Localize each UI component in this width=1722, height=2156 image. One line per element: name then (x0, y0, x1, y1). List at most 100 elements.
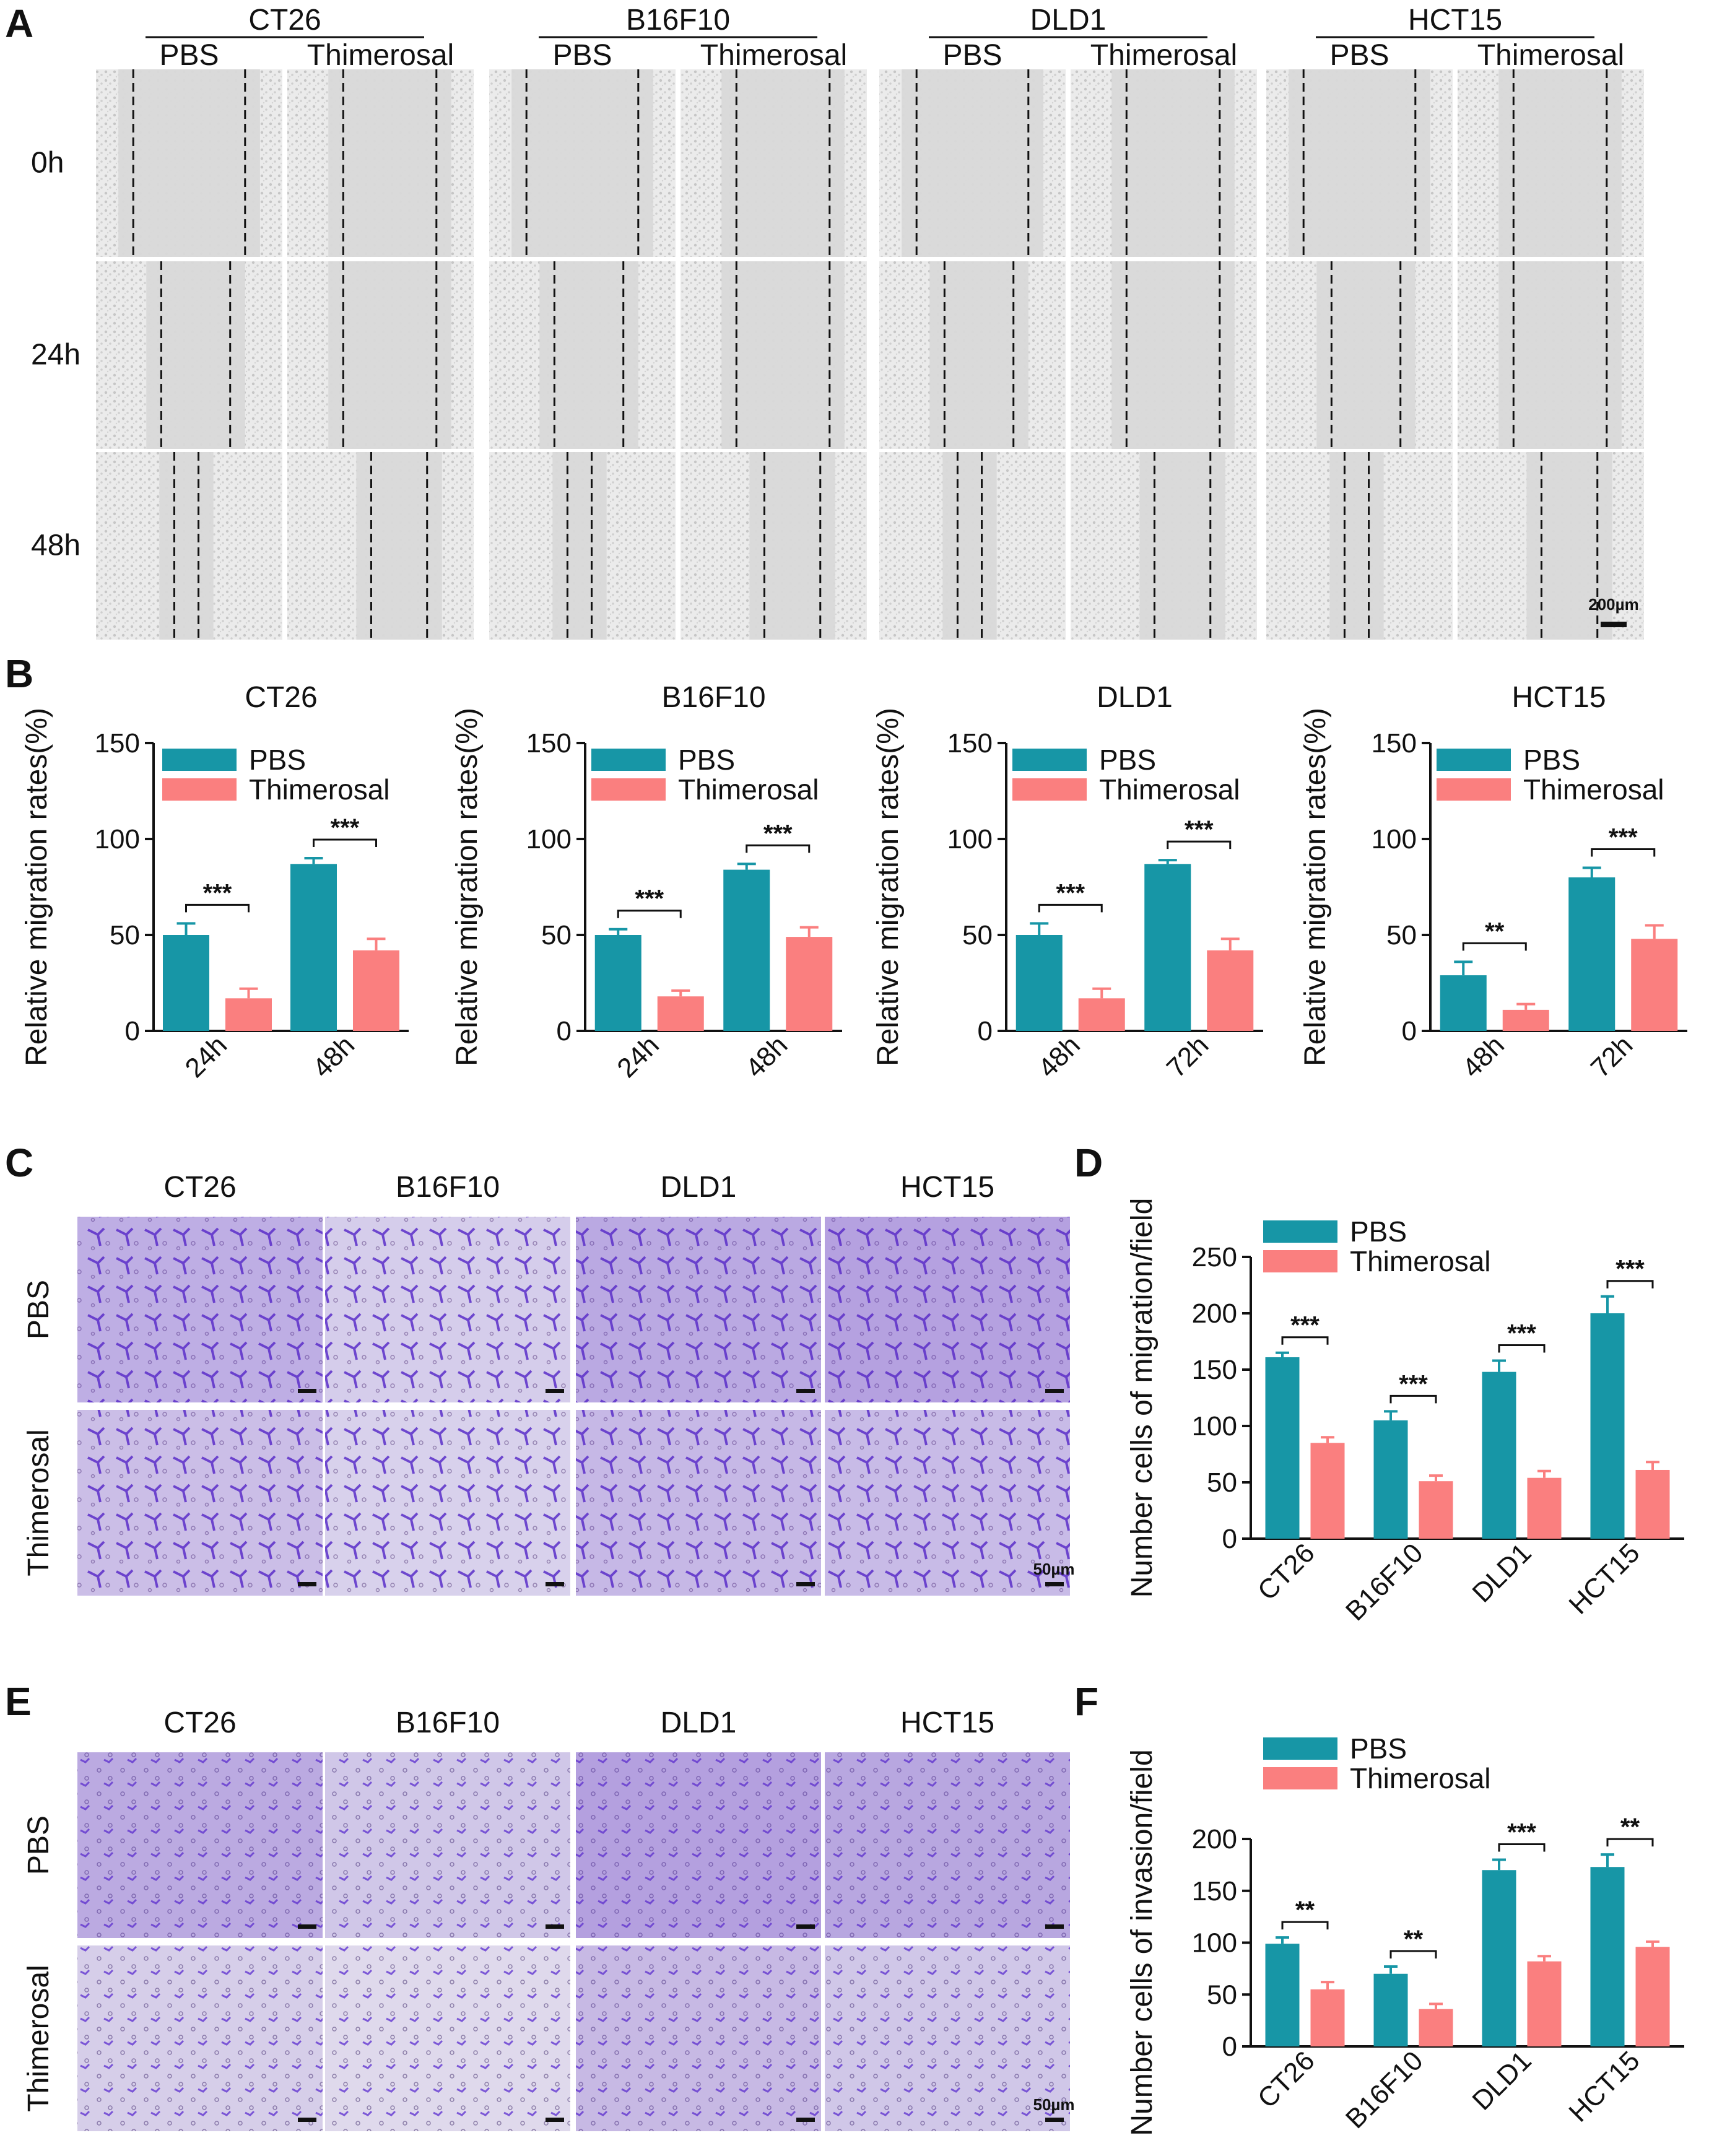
significance-label: ** (1404, 1926, 1424, 1953)
significance-bracket (313, 838, 377, 847)
wound-gap-area (511, 69, 653, 257)
y-tick-label: 0 (557, 1016, 572, 1046)
stain-cellline-label: B16F10 (396, 1171, 500, 1204)
y-tick-label: 0 (978, 1016, 993, 1046)
wound-gap-area (721, 261, 845, 449)
significance-label: ** (1485, 918, 1505, 945)
bar-thimerosal (1078, 998, 1125, 1031)
chart-b-b16f10: B16F10 0 50 100 150 Relative migration rates(… (451, 681, 842, 1084)
significance-bracket (1038, 903, 1103, 913)
stain-row-label: PBS (22, 1815, 55, 1875)
y-tick-label: 100 (526, 824, 572, 854)
y-axis-title: Number cells of migration/field (1126, 1198, 1159, 1598)
y-tick-label: 100 (1192, 1928, 1237, 1958)
legend-swatch-thimerosal (591, 778, 666, 801)
legend-swatch-pbs (1012, 749, 1087, 771)
legend-label: PBS (1350, 1732, 1407, 1765)
scale-bar-icon (796, 1924, 815, 1929)
bar-pbs (1265, 1357, 1300, 1539)
y-axis-title: Number cells of invasion/field (1126, 1749, 1159, 2136)
wound-gap-area (356, 452, 442, 640)
bar-thimerosal (1207, 950, 1254, 1031)
y-tick-label: 250 (1192, 1242, 1237, 1272)
y-tick-label: 50 (1207, 1467, 1237, 1498)
bar-thimerosal (225, 998, 272, 1031)
scale-bar-icon (1045, 1582, 1064, 1586)
legend-swatch-pbs (1263, 1737, 1337, 1760)
stain-micrograph (825, 1752, 1070, 1938)
wound-gap-area (1498, 69, 1622, 257)
bar-pbs (1482, 1371, 1516, 1539)
significance-bracket (1606, 1838, 1654, 1847)
chart-b-ct26: CT26 0 50 100 150 Relative migration rates(%)… (20, 681, 409, 1084)
legend-label: PBS (249, 744, 306, 776)
x-tick-label: HCT15 (1563, 2045, 1645, 2128)
significance-bracket (185, 903, 250, 913)
legend-swatch-pbs (1437, 749, 1511, 771)
bar-pbs (1373, 1973, 1408, 2046)
bar-pbs (1590, 1867, 1625, 2046)
x-tick-label: 24h (611, 1030, 665, 1084)
wound-gap-area (328, 261, 451, 449)
x-tick-label: 48h (1032, 1030, 1086, 1084)
wound-gap-area (721, 69, 845, 257)
bar-pbs (290, 864, 337, 1031)
significance-bracket (1462, 942, 1527, 951)
panel-letter-f: F (1074, 1679, 1098, 1724)
significance-label: *** (1185, 816, 1214, 843)
stain-micrograph (576, 1217, 821, 1402)
scale-bar-icon (546, 1924, 564, 1929)
chart-b-hct15: HCT15 0 50 100 150 Relative migration rates(%… (1299, 681, 1687, 1084)
scale-bar-icon (298, 1924, 316, 1929)
legend-swatch-thimerosal (1012, 778, 1087, 801)
y-tick-label: 100 (947, 824, 993, 854)
bar-thimerosal (1419, 1481, 1453, 1539)
legend-swatch-pbs (162, 749, 237, 771)
stain-density-overlay (77, 1410, 323, 1596)
chart-b-dld1: DLD1 0 50 100 150 Relative migration rates(%)… (872, 681, 1263, 1084)
stain-density-overlay (825, 1217, 1070, 1402)
scale-bar-icon (1045, 1389, 1064, 1393)
legend-label: Thimerosal (1350, 1762, 1491, 1794)
legend-label: PBS (1350, 1215, 1407, 1248)
stain-density-overlay (576, 1752, 821, 1938)
stain-density-overlay (77, 1752, 323, 1938)
bar-thimerosal (1527, 1477, 1562, 1539)
x-tick-label: 48h (307, 1030, 361, 1084)
significance-label: *** (763, 820, 793, 847)
stain-cellline-label: HCT15 (900, 1706, 994, 1739)
significance-bracket (1167, 840, 1232, 850)
chart-title: DLD1 (1097, 681, 1173, 714)
significance-bracket (617, 910, 682, 918)
chart-f-invasion: 0 50 100 150 200 Number cells of invasion/fie… (1126, 1732, 1684, 2136)
wound-gap-area (1139, 452, 1225, 640)
chart-title: CT26 (245, 681, 317, 714)
significance-label: ** (1620, 1814, 1640, 1841)
significance-bracket (1606, 1280, 1654, 1289)
scale-bar-icon (546, 1582, 564, 1586)
significance-label: *** (1507, 1319, 1536, 1347)
x-tick-label: DLD1 (1466, 1537, 1537, 1608)
significance-bracket (1591, 848, 1656, 857)
significance-label: *** (635, 885, 664, 913)
stain-density-overlay (576, 1217, 821, 1402)
wound-timepoint-label: 48h (31, 529, 80, 562)
scale-bar-icon (298, 1389, 316, 1393)
significance-bracket (1498, 1344, 1546, 1353)
bar-thimerosal (1502, 1009, 1549, 1031)
stain-density-overlay (325, 1945, 570, 2131)
stain-cellline-label: HCT15 (900, 1171, 994, 1204)
scale-bar-icon (796, 1582, 815, 1586)
significance-label: *** (1399, 1370, 1428, 1397)
y-tick-label: 200 (1192, 1824, 1237, 1854)
stain-row-label: Thimerosal (22, 1965, 55, 2111)
wound-cellline-label: HCT15 (1408, 4, 1502, 37)
stain-density-overlay (325, 1217, 570, 1402)
wound-gap-area (539, 261, 638, 449)
stain-density-overlay (576, 1410, 821, 1596)
legend-label: Thimerosal (1523, 773, 1664, 806)
y-tick-label: 150 (1192, 1876, 1237, 1906)
stain-density-overlay (77, 1945, 323, 2131)
stain-density-overlay (576, 1945, 821, 2131)
